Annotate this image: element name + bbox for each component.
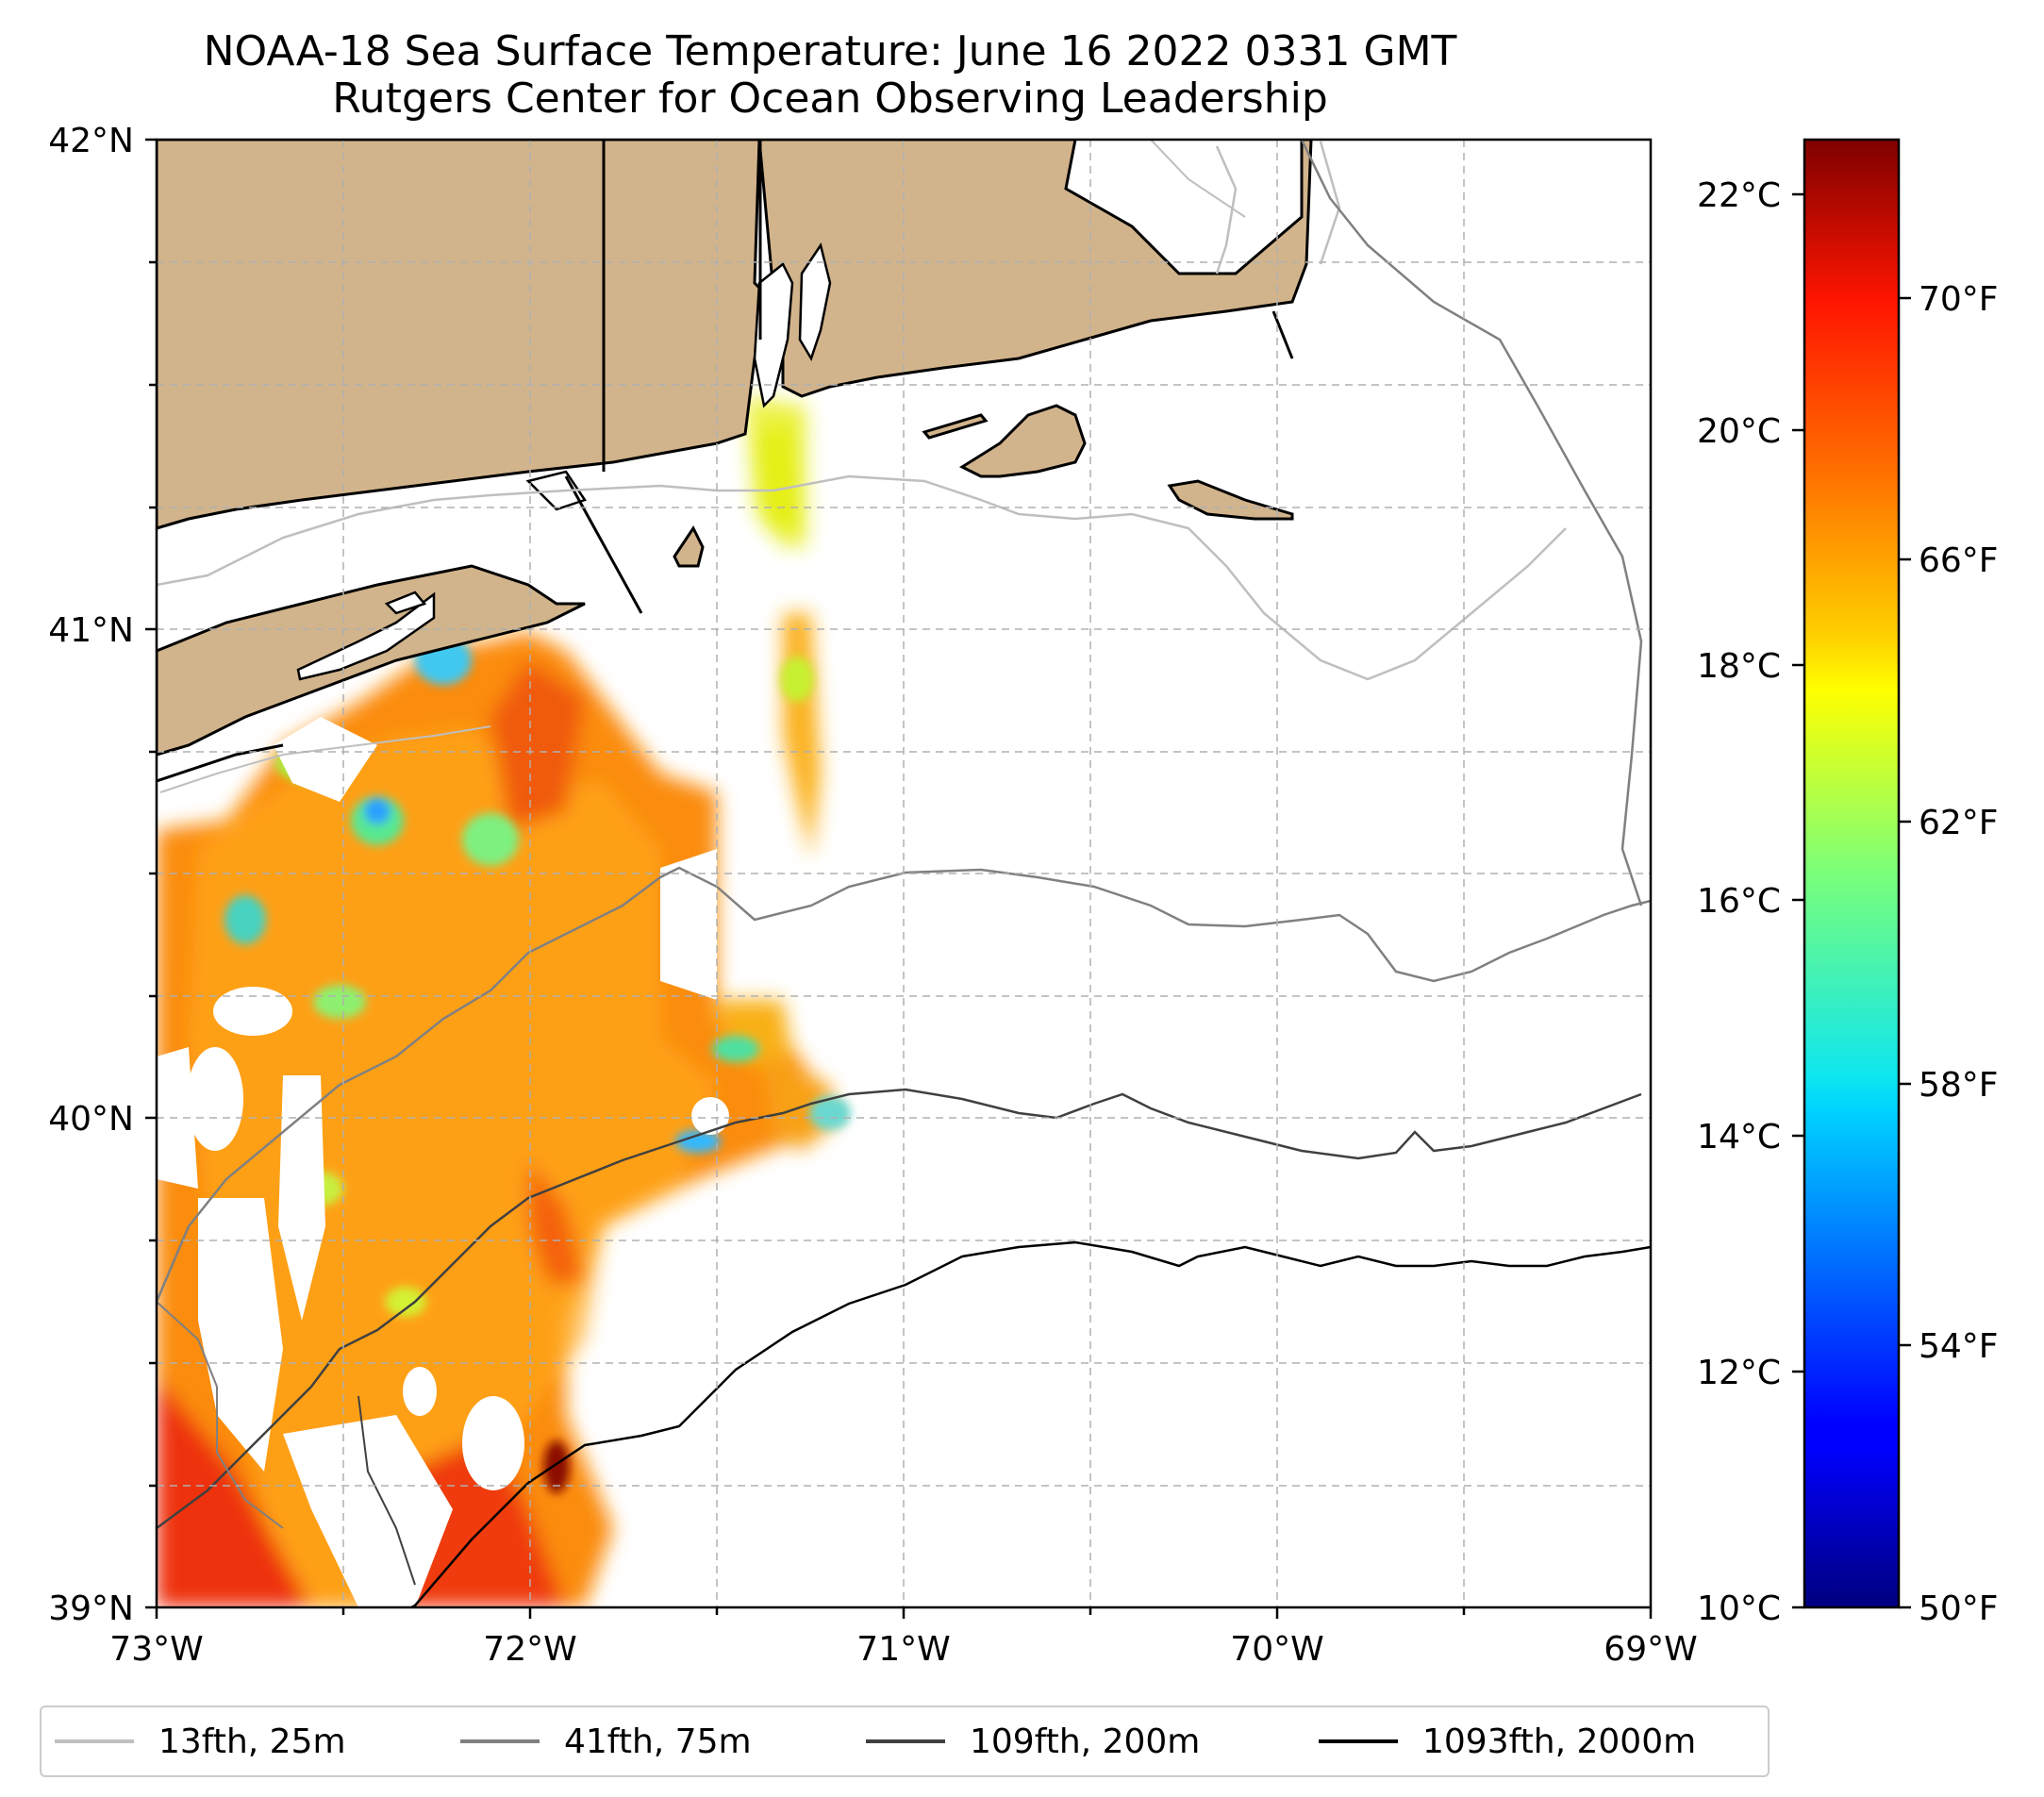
colorbar-ticks <box>1792 192 1911 1609</box>
cbar-c-18: 18°C <box>1697 647 1781 686</box>
legend-item-2000m: 1093fth, 2000m <box>1319 1707 1696 1775</box>
isobath-200m <box>157 1088 1642 1530</box>
lon-label-71: 71°W <box>856 1630 950 1669</box>
legend-label: 1093fth, 2000m <box>1422 1722 1697 1761</box>
cbar-c-20: 20°C <box>1697 412 1781 451</box>
cbar-f-50: 50°F <box>1919 1589 1999 1628</box>
cbar-c-10: 10°C <box>1697 1589 1781 1628</box>
isobath-75m-east <box>1300 140 1643 907</box>
isobath-25m-li <box>159 725 491 793</box>
legend-item-75m: 41fth, 75m <box>460 1707 752 1775</box>
isobaths <box>157 140 1651 1607</box>
lat-label-41: 41°N <box>48 611 134 650</box>
legend-swatch <box>55 1739 134 1743</box>
map-title-line1: NOAA-18 Sea Surface Temperature: June 16… <box>203 27 1457 75</box>
isobath-legend: 13fth, 25m 41fth, 75m 109fth, 200m 1093f… <box>40 1705 1770 1777</box>
cbar-c-12: 12°C <box>1697 1354 1781 1392</box>
cbar-c-22: 22°C <box>1697 176 1781 215</box>
lat-label-42: 42°N <box>48 122 134 160</box>
isobath-25m <box>157 474 1567 681</box>
borders <box>157 140 1294 783</box>
lat-label-39: 39°N <box>48 1589 134 1628</box>
legend-item-25m: 13fth, 25m <box>55 1707 346 1775</box>
legend-item-200m: 109fth, 200m <box>866 1707 1200 1775</box>
cbar-f-66: 66°F <box>1919 541 1999 580</box>
cbar-f-54: 54°F <box>1919 1327 1999 1366</box>
gridlines <box>157 140 1651 1607</box>
isobath-2000m <box>408 1240 1651 1607</box>
lon-label-72: 72°W <box>483 1630 576 1669</box>
axis-ticks <box>145 138 1653 1619</box>
legend-label: 109fth, 200m <box>970 1722 1201 1761</box>
isobath-75m <box>157 866 1651 1303</box>
legend-label: 41fth, 75m <box>564 1722 752 1761</box>
cbar-c-16: 16°C <box>1697 882 1781 921</box>
cbar-f-70: 70°F <box>1919 280 1999 319</box>
land-masses <box>157 140 1313 757</box>
lon-label-73: 73°W <box>109 1630 203 1669</box>
map-layers <box>157 140 1651 1607</box>
colorbar <box>1803 138 1901 1609</box>
cbar-f-58: 58°F <box>1919 1066 1999 1105</box>
lon-label-69: 69°W <box>1604 1630 1697 1669</box>
map-title-line2: Rutgers Center for Ocean Observing Leade… <box>332 75 1328 123</box>
legend-swatch <box>460 1739 540 1743</box>
legend-swatch <box>866 1739 945 1743</box>
cbar-c-14: 14°C <box>1697 1118 1781 1156</box>
lon-label-70: 70°W <box>1230 1630 1323 1669</box>
cbar-f-62: 62°F <box>1919 804 1999 842</box>
legend-label: 13fth, 25m <box>158 1722 346 1761</box>
legend-swatch <box>1319 1739 1398 1743</box>
lat-label-40: 40°N <box>48 1100 134 1139</box>
